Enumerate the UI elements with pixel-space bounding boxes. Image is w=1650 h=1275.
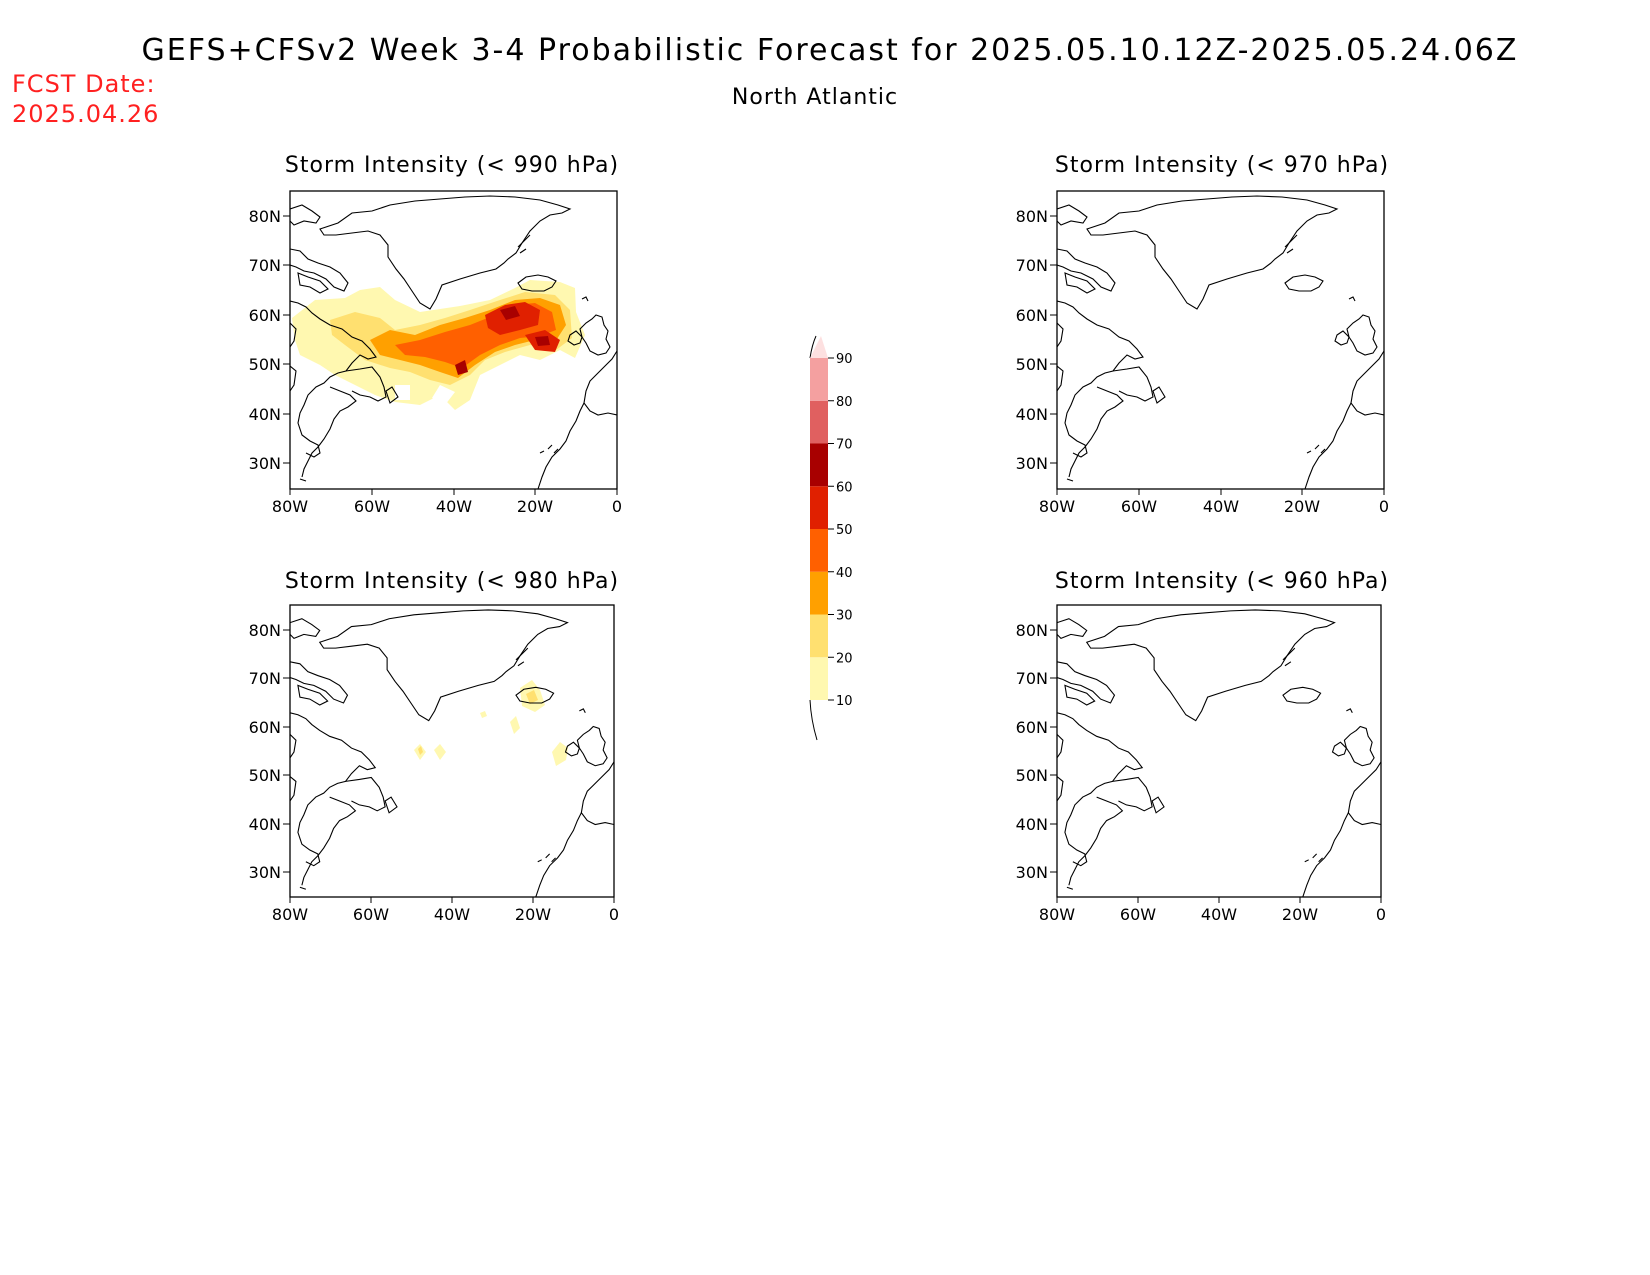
lon-tick-label: 20W: [517, 497, 553, 516]
lat-tick-label: 40N: [249, 405, 281, 424]
colorbar-tip: [810, 336, 828, 358]
lat-tick-label: 70N: [1016, 256, 1048, 275]
lat-tick-label: 80N: [249, 207, 281, 226]
lat-tick-label: 30N: [249, 454, 281, 473]
colorbar-swatch: [810, 571, 828, 615]
lon-tick-label: 0: [609, 905, 619, 924]
colorbar-label: 30: [836, 609, 853, 624]
lon-tick-label: 20W: [1284, 497, 1320, 516]
panel-980: Storm Intensity (< 980 hPa) 80N 70N 60N …: [249, 569, 619, 924]
lat-tick-label: 40N: [1016, 815, 1048, 834]
colorbar-label: 90: [836, 352, 853, 367]
lon-tick-label: 40W: [434, 905, 470, 924]
lon-tick-label: 40W: [1201, 905, 1237, 924]
lat-tick-label: 60N: [249, 306, 281, 325]
lon-tick-label: 60W: [1120, 905, 1156, 924]
colorbar-label: 20: [836, 651, 853, 666]
lon-tick-label: 80W: [272, 497, 308, 516]
lat-tick-label: 50N: [1016, 766, 1048, 785]
probability-field: [414, 680, 568, 766]
lat-axis: 80N 70N 60N 50N 40N 30N: [1016, 621, 1057, 882]
lon-tick-label: 80W: [1039, 497, 1075, 516]
lon-tick-label: 60W: [354, 497, 390, 516]
lat-tick-label: 60N: [249, 718, 281, 737]
lon-tick-label: 40W: [436, 497, 472, 516]
colorbar-label: 60: [836, 480, 853, 495]
lon-tick-label: 40W: [1203, 497, 1239, 516]
colorbar: 10 20 30 40 50 60 70 80 90: [809, 335, 853, 741]
lon-tick-label: 20W: [1282, 905, 1318, 924]
lon-axis: 80W 60W 40W 20W 0: [1039, 897, 1386, 924]
lon-tick-label: 60W: [353, 905, 389, 924]
lat-tick-label: 50N: [249, 355, 281, 374]
figure-title: GEFS+CFSv2 Week 3-4 Probabilistic Foreca…: [142, 33, 1519, 68]
colorbar-label: 70: [836, 438, 853, 453]
lon-axis: 80W 60W 40W 20W 0: [272, 897, 619, 924]
lat-tick-label: 30N: [1016, 454, 1048, 473]
lat-tick-label: 80N: [1016, 621, 1048, 640]
lon-tick-label: 80W: [1039, 905, 1075, 924]
panel-title: Storm Intensity (< 990 hPa): [285, 153, 619, 178]
fcst-date-value: 2025.04.26: [12, 100, 159, 128]
colorbar-swatch: [810, 614, 828, 658]
panel-title: Storm Intensity (< 980 hPa): [285, 569, 619, 594]
colorbar-swatch: [810, 657, 828, 700]
lat-tick-label: 30N: [1016, 863, 1048, 882]
colorbar-swatch: [810, 486, 828, 529]
colorbar-swatch: [810, 529, 828, 572]
lat-tick-label: 40N: [1016, 405, 1048, 424]
lat-axis: 80N 70N 60N 50N 40N 30N: [1016, 207, 1057, 473]
colorbar-label: 50: [836, 523, 853, 538]
lat-tick-label: 60N: [1016, 718, 1048, 737]
panel-990: Storm Intensity (< 990 hPa): [249, 153, 622, 516]
lat-tick-label: 80N: [1016, 207, 1048, 226]
colorbar-swatch: [810, 358, 828, 401]
lat-tick-label: 50N: [249, 766, 281, 785]
lon-axis: 80W 60W 40W 20W 0: [1039, 489, 1389, 516]
lat-tick-label: 70N: [249, 669, 281, 688]
colorbar-swatch: [810, 400, 828, 444]
colorbar-swatch: [810, 443, 828, 487]
lon-tick-label: 80W: [272, 905, 308, 924]
region-subtitle: North Atlantic: [732, 85, 898, 110]
lon-tick-label: 0: [1379, 497, 1389, 516]
colorbar-label: 10: [836, 694, 853, 709]
lon-tick-label: 0: [1376, 905, 1386, 924]
panel-970: Storm Intensity (< 970 hPa) 80N 70N 60N …: [1016, 153, 1389, 516]
lat-tick-label: 70N: [249, 256, 281, 275]
colorbar-label: 40: [836, 566, 853, 581]
panel-960: Storm Intensity (< 960 hPa) 80N 70N 60N …: [1016, 569, 1389, 924]
lon-tick-label: 20W: [515, 905, 551, 924]
probability-field: [292, 280, 585, 410]
colorbar-label: 80: [836, 395, 853, 410]
lat-tick-label: 30N: [249, 863, 281, 882]
lat-axis: 80N 70N 60N 50N 40N 30N: [249, 207, 290, 473]
lon-axis: 80W 60W 40W 20W 0: [272, 489, 622, 516]
lat-axis: 80N 70N 60N 50N 40N 30N: [249, 621, 290, 882]
panel-title: Storm Intensity (< 960 hPa): [1055, 569, 1389, 594]
panel-title: Storm Intensity (< 970 hPa): [1055, 153, 1389, 178]
lat-tick-label: 60N: [1016, 306, 1048, 325]
lon-tick-label: 0: [612, 497, 622, 516]
lat-tick-label: 80N: [249, 621, 281, 640]
fcst-date-label: FCST Date:: [12, 70, 156, 98]
lat-tick-label: 50N: [1016, 355, 1048, 374]
lat-tick-label: 70N: [1016, 669, 1048, 688]
lon-tick-label: 60W: [1121, 497, 1157, 516]
lat-tick-label: 40N: [249, 815, 281, 834]
